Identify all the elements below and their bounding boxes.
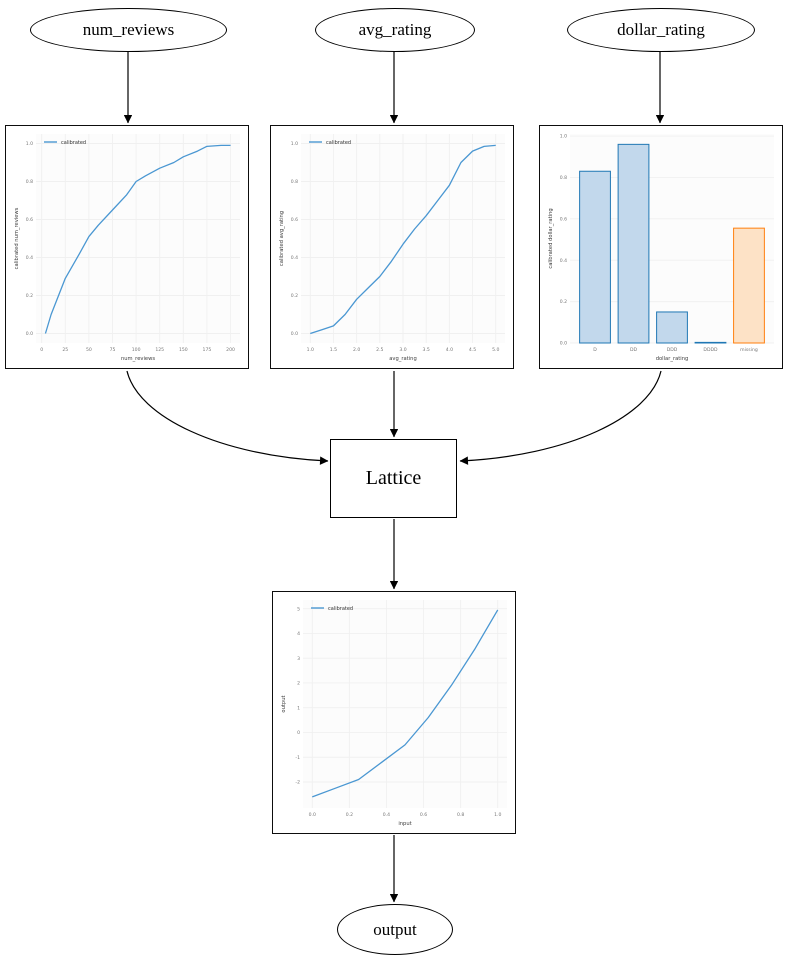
y-tick-label: -2	[295, 780, 300, 786]
x-tick-label: 0.8	[457, 812, 464, 818]
bar-D	[579, 170, 611, 344]
calibrator-plot-avg-rating: 1.0 1.5 2.0 2.5 3.0 3.5 4.0 4.5 5.0 0.0 0.2 0.4 0.6 0…	[270, 125, 514, 369]
output-calibrator-svg: 0.0 0.2 0.4 0.6 0.8 1.0 -2 -1 0 1 2 3 4 5 input output c…	[281, 600, 507, 827]
y-tick-label: 4	[297, 631, 300, 637]
x-tick-label: 4.0	[446, 347, 453, 353]
x-tick-label: D	[593, 347, 597, 353]
x-axis-label: num_reviews	[121, 356, 155, 362]
x-axis-label: dollar_rating	[656, 356, 689, 362]
y-tick-label: 1	[297, 705, 300, 711]
x-tick-label: 3.0	[399, 347, 406, 353]
node-lattice-label: Lattice	[365, 467, 422, 489]
calibrator-dollar-rating-svg: D DD DDD DDDD missing0.00.20.40.60.81.0dolla…	[548, 134, 774, 362]
x-tick-label: 50	[86, 347, 92, 353]
y-tick-label: 1.0	[291, 141, 298, 147]
y-tick-label: 0.0	[26, 331, 33, 337]
calibration-curve	[44, 144, 231, 334]
legend-label: calibrated	[328, 606, 353, 612]
y-tick-label: 0.6	[26, 217, 33, 223]
x-tick-label: 2.0	[353, 347, 360, 353]
y-tick-label: 5	[297, 606, 300, 612]
y-tick-label: 0.0	[291, 331, 298, 337]
y-tick-label: 1.0	[26, 141, 33, 147]
y-tick-label: 0.8	[560, 175, 567, 181]
x-axis-label: input	[398, 821, 411, 827]
x-tick-label: 5.0	[492, 347, 499, 353]
calibration-curve	[312, 609, 499, 798]
node-output: output	[337, 904, 453, 955]
x-tick-label: 0.4	[383, 812, 390, 818]
y-tick-label: 0.0	[560, 341, 567, 347]
plot-area	[36, 134, 240, 343]
x-tick-label: 0.0	[309, 812, 316, 818]
plot-area	[303, 600, 507, 808]
node-num-reviews-label: num_reviews	[82, 20, 175, 39]
x-tick-label: 75	[110, 347, 116, 353]
x-tick-label: 2.5	[376, 347, 383, 353]
y-tick-label: 0	[297, 730, 300, 736]
y-tick-label: 0.2	[560, 299, 567, 305]
edge-calibrator1-to-lattice	[126, 370, 329, 465]
calibrator-avg-rating-svg: 1.0 1.5 2.0 2.5 3.0 3.5 4.0 4.5 5.0 0.0 0.2 0.4 0.6 0…	[279, 134, 505, 362]
y-tick-label: 0.2	[291, 293, 298, 299]
x-tick-label: DD	[630, 347, 638, 353]
bar-missing	[733, 227, 765, 344]
x-tick-label: 3.5	[423, 347, 430, 353]
calibrator-plot-num-reviews: 0 25 50 75 100 125 150 175 200 0.0 0.2 0.4 0.6 0.8 1.0…	[5, 125, 249, 369]
y-tick-label: 1.0	[560, 134, 567, 140]
y-axis-label: calibrated dollar_rating	[548, 208, 554, 268]
calibrator-num-reviews-svg: 0 25 50 75 100 125 150 175 200 0.0 0.2 0.4 0.6 0.8 1.0…	[14, 134, 240, 362]
x-tick-label: 0	[40, 347, 43, 353]
y-tick-label: 2	[297, 681, 300, 687]
x-tick-label: missing	[740, 347, 758, 353]
edge-calibrator3-to-lattice	[459, 370, 662, 465]
y-tick-label: 0.6	[291, 217, 298, 223]
node-dollar-rating-label: dollar_rating	[617, 20, 705, 39]
y-tick-label: 0.6	[560, 216, 567, 222]
x-tick-label: 1.0	[307, 347, 314, 353]
node-avg-rating-label: avg_rating	[358, 20, 432, 39]
y-tick-label: -1	[295, 755, 300, 761]
x-tick-label: DDD	[667, 347, 678, 353]
x-tick-label: 125	[155, 347, 164, 353]
y-tick-label: 0.8	[291, 179, 298, 185]
y-tick-label: 3	[297, 656, 300, 662]
bar-DDDD	[694, 341, 727, 344]
node-avg-rating: avg_rating	[315, 8, 475, 52]
legend-label: calibrated	[326, 140, 351, 146]
y-axis-label: output	[281, 695, 287, 712]
calibrator-plot-dollar-rating: D DD DDD DDDD missing 0.0 0.2 0.4 0.6 0.8 1.0 dolla…	[539, 125, 783, 369]
x-tick-label: 1.5	[330, 347, 337, 353]
y-tick-label: 0.4	[26, 255, 33, 261]
bar-DDD	[656, 311, 688, 344]
x-tick-label: 0.6	[420, 812, 427, 818]
x-tick-label: DDDD	[703, 347, 718, 353]
x-tick-label: 175	[203, 347, 212, 353]
y-axis-label: calibrated avg_rating	[279, 211, 285, 266]
node-lattice: Lattice	[330, 439, 457, 518]
y-axis-label: calibrated num_reviews	[14, 207, 20, 269]
y-tick-label: 0.2	[26, 293, 33, 299]
x-tick-label: 4.5	[469, 347, 476, 353]
x-tick-label: 0.2	[346, 812, 353, 818]
node-dollar-rating: dollar_rating	[567, 8, 755, 52]
x-tick-label: 150	[179, 347, 188, 353]
x-tick-label: 100	[132, 347, 141, 353]
y-tick-label: 0.8	[26, 179, 33, 185]
node-output-label: output	[373, 919, 417, 939]
x-axis-label: avg_rating	[389, 356, 417, 362]
output-calibrator-plot: 0.0 0.2 0.4 0.6 0.8 1.0 -2 -1 0 1 2 3 4 5 input output c…	[272, 591, 516, 834]
x-tick-label: 1.0	[494, 812, 501, 818]
bar-DD	[617, 143, 650, 344]
y-tick-label: 0.4	[291, 255, 298, 261]
y-tick-label: 0.4	[560, 258, 567, 264]
legend-label: calibrated	[61, 140, 86, 146]
x-tick-label: 25	[62, 347, 68, 353]
node-num-reviews: num_reviews	[30, 8, 227, 52]
calibration-curve	[310, 144, 496, 335]
x-tick-label: 200	[226, 347, 235, 353]
